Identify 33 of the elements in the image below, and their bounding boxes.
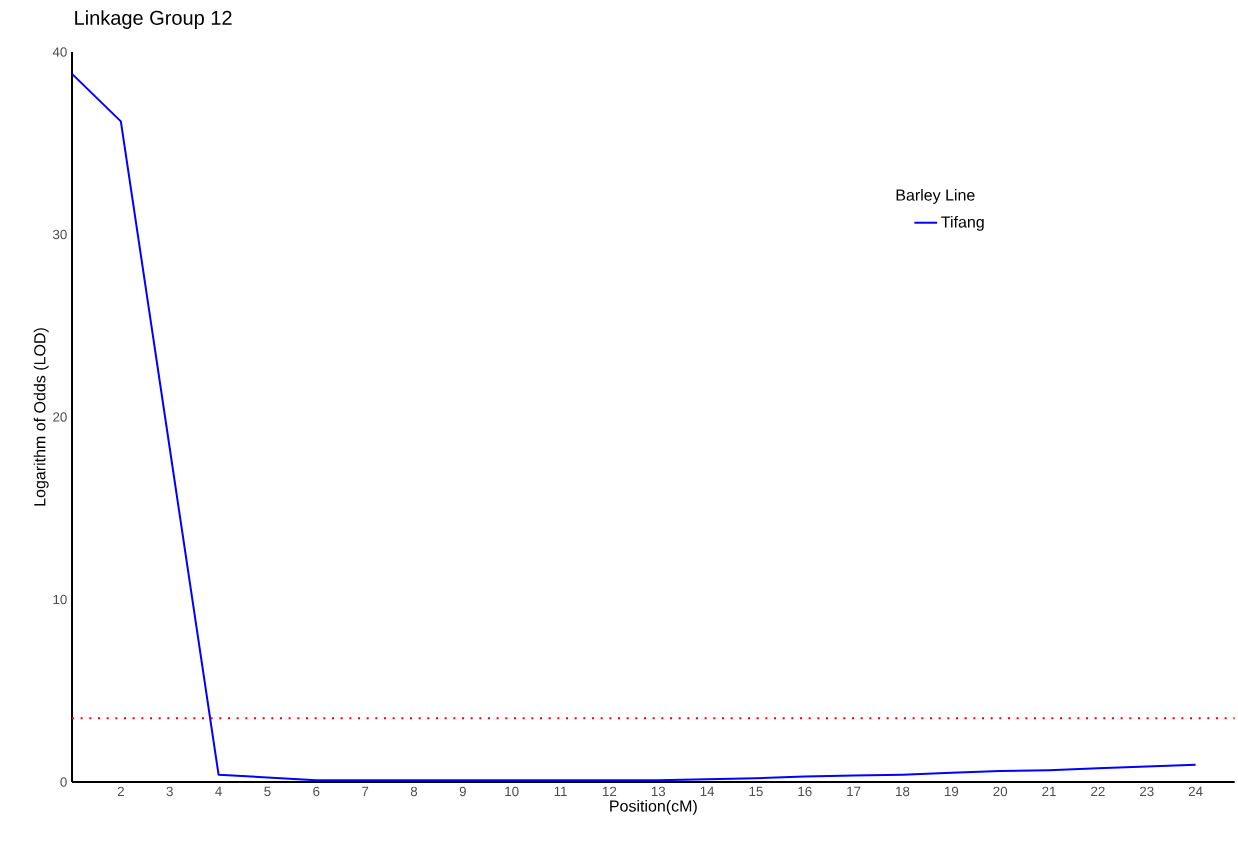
x-tick-label: 9 xyxy=(459,786,466,797)
x-tick-label: 10 xyxy=(505,786,519,797)
chart-title: Linkage Group 12 xyxy=(75,10,232,29)
x-tick-label: 19 xyxy=(944,786,959,797)
x-tick-label: 22 xyxy=(1091,786,1105,797)
x-tick-label: 16 xyxy=(798,786,812,797)
y-tick-label: 30 xyxy=(52,229,67,240)
y-tick-label: 10 xyxy=(53,594,67,605)
x-tick-label: 3 xyxy=(166,786,173,797)
x-tick-label: 4 xyxy=(215,786,222,796)
y-axis-title: Logarithm of Odds (LOD) xyxy=(33,328,49,506)
x-tick-label: 7 xyxy=(362,786,369,796)
x-tick-label: 11 xyxy=(554,786,567,796)
y-tick-label: 20 xyxy=(53,412,67,422)
x-tick-label: 6 xyxy=(313,786,320,797)
legend-title: Barley Line xyxy=(896,189,975,204)
x-tick-label: 21 xyxy=(1042,786,1056,797)
x-tick-label: 15 xyxy=(749,786,763,797)
x-tick-label: 20 xyxy=(993,786,1008,797)
x-tick-label: 14 xyxy=(700,786,715,796)
x-tick-label: 8 xyxy=(410,786,418,797)
x-tick-label: 5 xyxy=(264,786,271,797)
x-tick-label: 17 xyxy=(847,786,861,796)
y-tick-label: 40 xyxy=(52,47,67,57)
x-tick-label: 23 xyxy=(1140,786,1154,797)
y-tick-label: 0 xyxy=(60,777,67,787)
x-tick-label: 12 xyxy=(602,786,617,797)
legend-label: Tifang xyxy=(941,215,984,231)
x-axis-title: Position(cM) xyxy=(610,799,697,815)
x-tick-label: 13 xyxy=(651,786,666,797)
x-tick-label: 2 xyxy=(117,786,124,797)
x-tick-label: 24 xyxy=(1188,786,1203,797)
x-tick-label: 18 xyxy=(896,786,910,797)
